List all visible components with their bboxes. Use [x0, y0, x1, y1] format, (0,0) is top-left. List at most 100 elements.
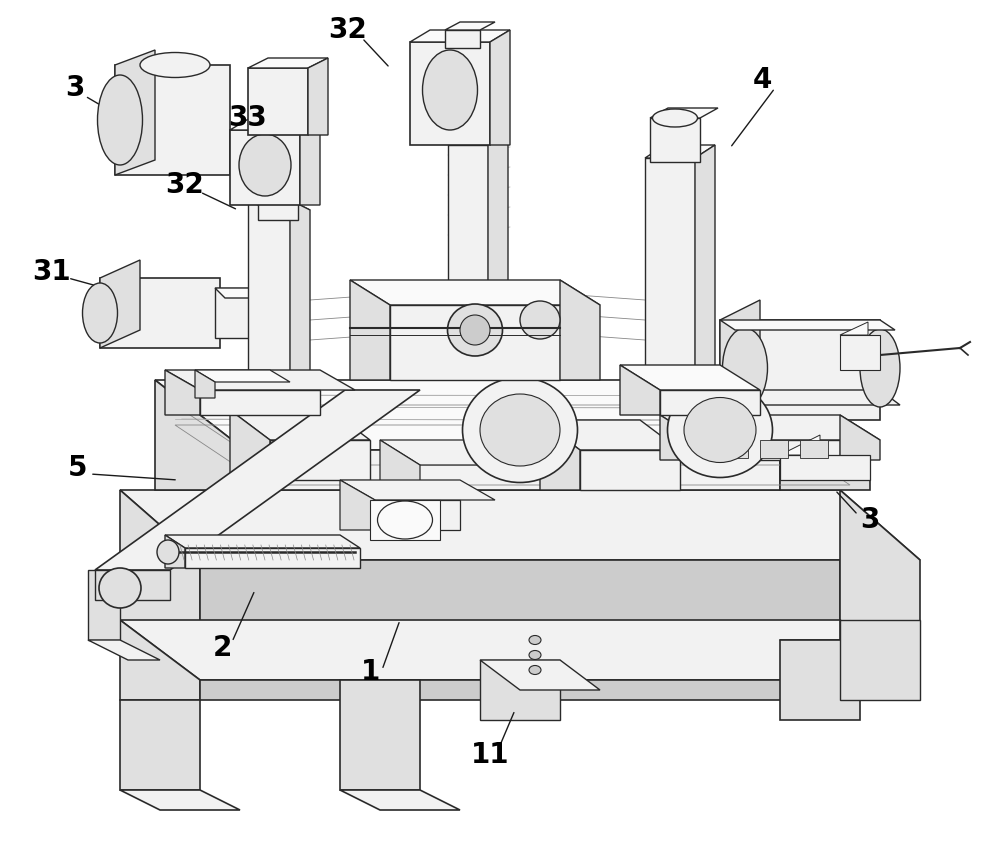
Polygon shape: [480, 660, 560, 720]
Polygon shape: [700, 440, 840, 460]
Ellipse shape: [480, 394, 560, 466]
Polygon shape: [120, 620, 200, 700]
Polygon shape: [248, 200, 310, 210]
Text: 1: 1: [360, 658, 380, 686]
Polygon shape: [258, 198, 298, 220]
Text: 33: 33: [229, 104, 267, 132]
Polygon shape: [700, 390, 900, 405]
Polygon shape: [410, 42, 490, 145]
Polygon shape: [390, 305, 560, 380]
Polygon shape: [95, 390, 420, 570]
Polygon shape: [248, 200, 290, 375]
Polygon shape: [840, 322, 868, 335]
Polygon shape: [340, 790, 460, 810]
Polygon shape: [560, 280, 600, 380]
Polygon shape: [230, 118, 320, 130]
Polygon shape: [840, 335, 880, 370]
Text: 11: 11: [471, 741, 509, 769]
Polygon shape: [370, 500, 440, 540]
Polygon shape: [195, 370, 290, 382]
Polygon shape: [230, 410, 270, 480]
Polygon shape: [165, 370, 200, 415]
Ellipse shape: [98, 75, 143, 165]
Polygon shape: [480, 660, 600, 690]
Polygon shape: [375, 500, 460, 530]
Polygon shape: [200, 560, 840, 640]
Polygon shape: [645, 145, 715, 158]
Polygon shape: [780, 380, 870, 490]
Polygon shape: [840, 490, 920, 640]
Ellipse shape: [460, 315, 490, 345]
Polygon shape: [155, 380, 245, 490]
Polygon shape: [215, 288, 270, 298]
Text: 32: 32: [166, 171, 204, 199]
Ellipse shape: [529, 636, 541, 644]
Ellipse shape: [462, 378, 578, 483]
Polygon shape: [695, 145, 715, 368]
Polygon shape: [840, 620, 920, 700]
Polygon shape: [248, 58, 328, 68]
Polygon shape: [115, 50, 155, 175]
Ellipse shape: [448, 304, 503, 356]
Ellipse shape: [652, 109, 698, 127]
Ellipse shape: [157, 540, 179, 564]
Polygon shape: [448, 133, 508, 145]
Polygon shape: [620, 365, 660, 415]
Polygon shape: [800, 440, 828, 458]
Polygon shape: [445, 22, 495, 30]
Polygon shape: [720, 300, 760, 420]
Polygon shape: [720, 440, 748, 458]
Polygon shape: [540, 420, 680, 450]
Polygon shape: [290, 200, 310, 375]
Polygon shape: [340, 680, 420, 790]
Polygon shape: [380, 440, 420, 490]
Text: 2: 2: [212, 634, 232, 662]
Polygon shape: [200, 390, 320, 415]
Polygon shape: [780, 640, 860, 720]
Polygon shape: [308, 58, 328, 135]
Text: 3: 3: [65, 74, 85, 102]
Polygon shape: [780, 455, 870, 480]
Polygon shape: [165, 535, 360, 548]
Polygon shape: [488, 133, 508, 310]
Ellipse shape: [99, 568, 141, 608]
Polygon shape: [760, 440, 788, 458]
Polygon shape: [245, 450, 780, 490]
Polygon shape: [100, 260, 140, 348]
Polygon shape: [660, 415, 700, 460]
Ellipse shape: [684, 398, 756, 463]
Polygon shape: [120, 490, 200, 640]
Polygon shape: [840, 415, 880, 460]
Polygon shape: [720, 320, 880, 420]
Polygon shape: [120, 620, 920, 680]
Polygon shape: [258, 188, 315, 198]
Polygon shape: [780, 640, 900, 670]
Polygon shape: [445, 30, 480, 48]
Text: 3: 3: [860, 506, 880, 534]
Ellipse shape: [529, 650, 541, 659]
Polygon shape: [230, 130, 300, 205]
Polygon shape: [200, 680, 840, 700]
Polygon shape: [650, 108, 718, 118]
Polygon shape: [540, 420, 580, 490]
Polygon shape: [340, 480, 375, 530]
Polygon shape: [95, 570, 170, 600]
Polygon shape: [185, 548, 360, 568]
Polygon shape: [120, 790, 240, 810]
Polygon shape: [120, 700, 200, 790]
Text: 32: 32: [329, 16, 367, 44]
Ellipse shape: [668, 383, 772, 478]
Text: 5: 5: [68, 454, 88, 482]
Polygon shape: [700, 390, 720, 420]
Ellipse shape: [722, 328, 768, 408]
Ellipse shape: [140, 52, 210, 77]
Polygon shape: [350, 280, 600, 305]
Polygon shape: [410, 30, 510, 42]
Polygon shape: [270, 440, 370, 480]
Polygon shape: [165, 370, 355, 390]
Polygon shape: [340, 480, 495, 500]
Polygon shape: [660, 390, 760, 415]
Polygon shape: [490, 30, 510, 145]
Ellipse shape: [529, 665, 541, 674]
Polygon shape: [650, 118, 700, 162]
